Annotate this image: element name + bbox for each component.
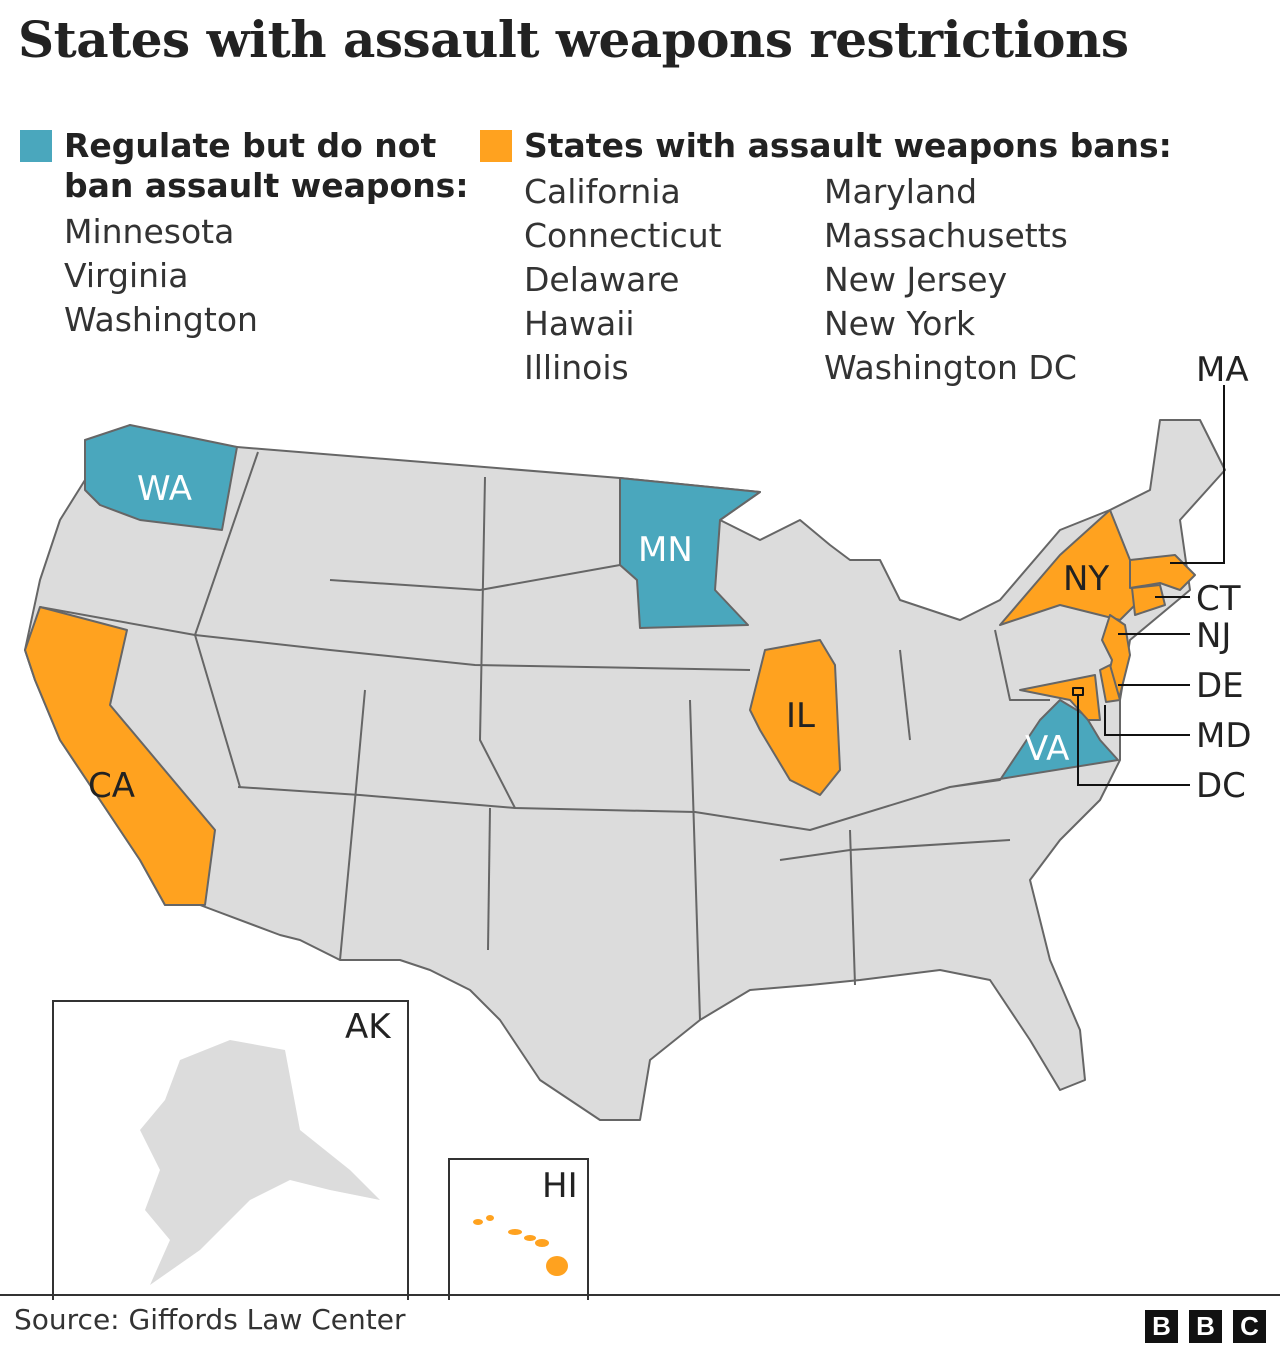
label-nj: NJ: [1196, 616, 1231, 656]
legend-state: Massachusetts: [824, 216, 1068, 255]
label-ct: CT: [1196, 579, 1241, 619]
state-ca: [24, 606, 216, 906]
legend-state: Illinois: [524, 348, 629, 387]
label-hi: HI: [542, 1166, 578, 1206]
legend-state: Washington DC: [824, 348, 1077, 387]
legend-swatch-regulate: [20, 130, 52, 162]
state-borders: [39, 451, 1050, 1021]
us-map: WA MN CA IL NY VA MA CT NJ DE MD DC AK H: [24, 350, 1252, 1300]
legend-state: Washington: [64, 300, 258, 339]
legend-state: Hawaii: [524, 304, 635, 343]
legend-heading-regulate: Regulate but do not ban assault weapons:: [64, 126, 469, 206]
state-mn: [619, 477, 761, 629]
legend-state: Maryland: [824, 172, 978, 211]
bbc-logo-c: C: [1233, 1310, 1266, 1343]
state-va: [949, 699, 1119, 788]
label-mn: MN: [638, 530, 693, 570]
legend-state: Virginia: [64, 256, 189, 295]
page-title: States with assault weapons restrictions: [18, 10, 1129, 69]
label-md: MD: [1196, 716, 1252, 756]
bbc-logo-b1: B: [1145, 1310, 1178, 1343]
legend-state: Minnesota: [64, 212, 235, 251]
callout-lines: [1077, 385, 1225, 786]
state-ak: [140, 1040, 380, 1285]
legend-list-ban-col2: Maryland Massachusetts New Jersey New Yo…: [824, 170, 1077, 390]
legend-heading-ban: States with assault weapons bans:: [524, 126, 1172, 165]
label-ak: AK: [345, 1007, 392, 1047]
legend-state: Delaware: [524, 260, 680, 299]
label-dc: DC: [1196, 766, 1246, 806]
state-de: [1099, 664, 1121, 703]
legend-state: New Jersey: [824, 260, 1008, 299]
state-hi: [473, 1215, 568, 1276]
state-dc: [1072, 687, 1084, 696]
legend-heading-line: Regulate but do not: [64, 126, 437, 165]
label-wa: WA: [137, 469, 192, 509]
bbc-logo-b2: B: [1189, 1310, 1222, 1343]
label-ca: CA: [88, 766, 135, 806]
label-ny: NY: [1063, 559, 1109, 599]
label-il: IL: [786, 696, 815, 736]
label-ma: MA: [1196, 350, 1249, 390]
legend-state: New York: [824, 304, 976, 343]
legend-list-ban-col1: California Connecticut Delaware Hawaii I…: [524, 170, 722, 390]
source-note: Source: Giffords Law Center: [14, 1303, 406, 1336]
legend-state: California: [524, 172, 681, 211]
legend-heading-line: ban assault weapons:: [64, 166, 469, 205]
state-wa: [84, 424, 238, 531]
state-md: [1019, 674, 1101, 721]
legend-state: Connecticut: [524, 216, 722, 255]
legend-list-regulate: Minnesota Virginia Washington: [64, 210, 258, 342]
label-va: VA: [1025, 729, 1069, 769]
state-il: [749, 639, 841, 796]
legend-swatch-ban: [480, 130, 512, 162]
footer-divider: [0, 1294, 1280, 1296]
inset-hawaii: HI: [448, 1158, 589, 1300]
inset-alaska: AK: [52, 1000, 409, 1300]
state-ct: [1131, 584, 1166, 616]
label-de: DE: [1196, 666, 1244, 706]
